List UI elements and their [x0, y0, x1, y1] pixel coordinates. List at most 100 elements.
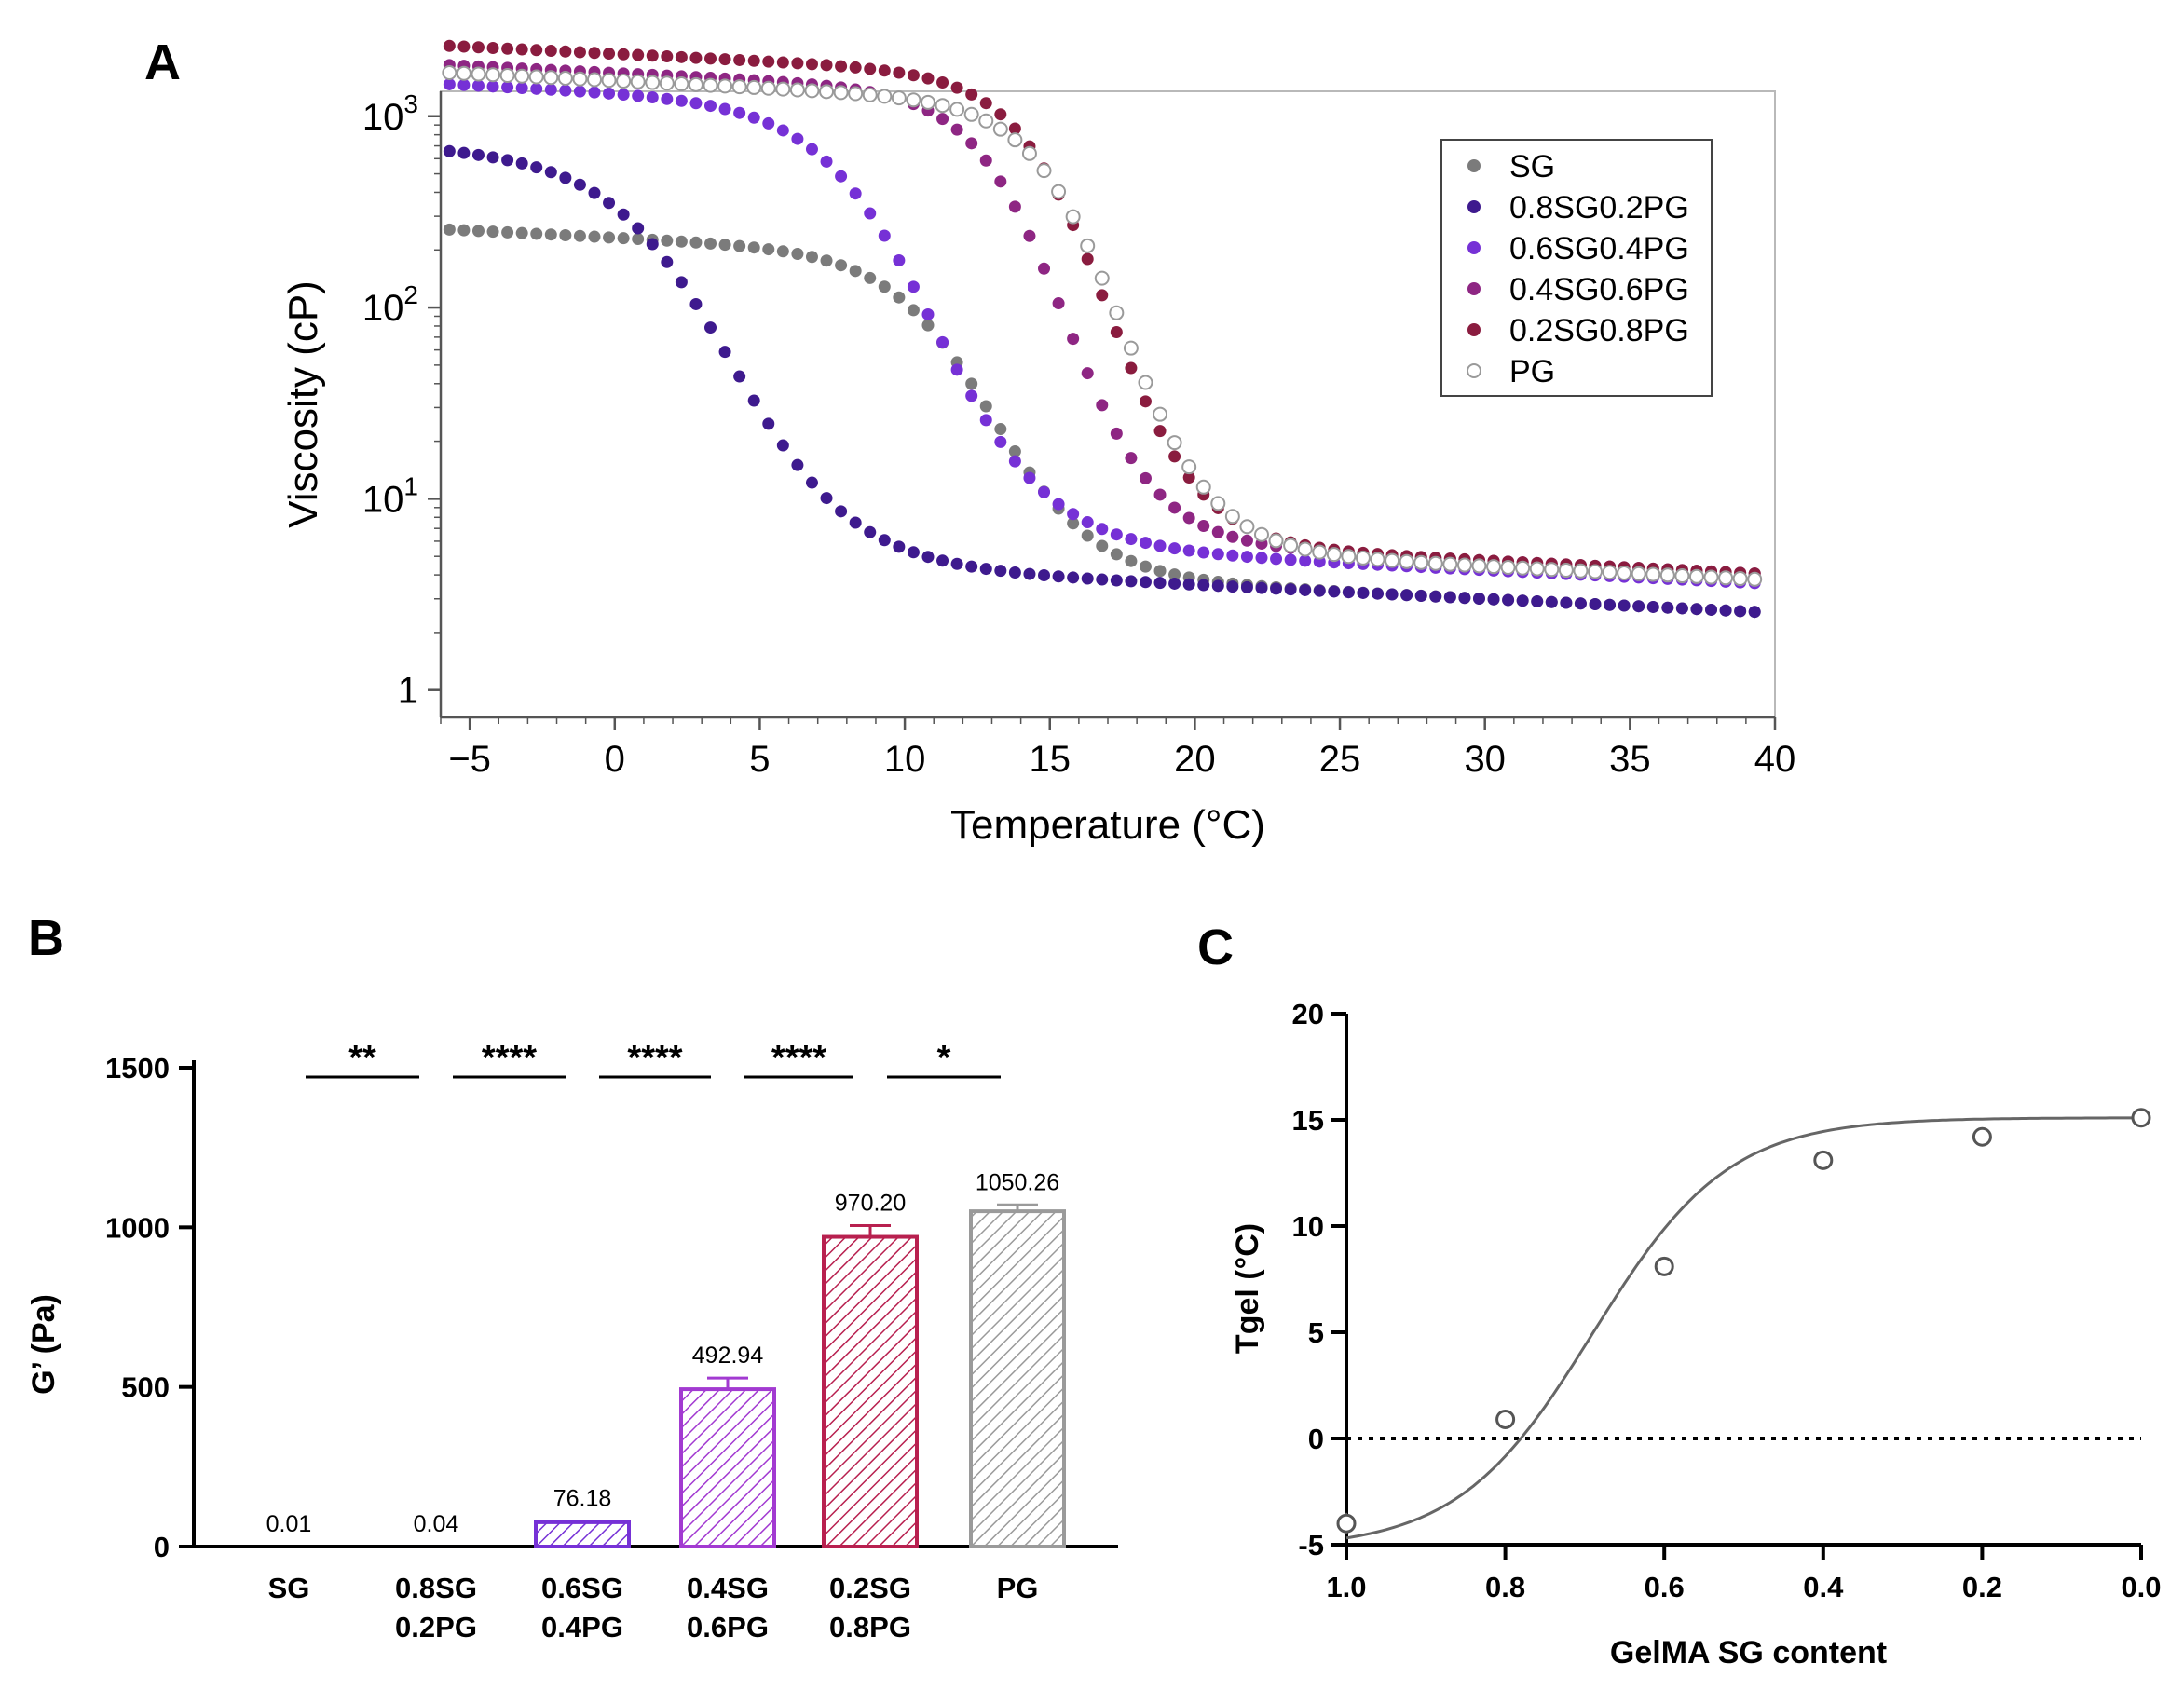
y-axis-label: G’ (Pa)	[26, 1294, 61, 1395]
data-point	[689, 297, 703, 310]
data-point	[1197, 579, 1210, 592]
data-point	[646, 90, 659, 103]
data-point	[501, 81, 514, 94]
legend-box	[1440, 139, 1713, 397]
data-point	[1413, 554, 1429, 570]
data-point	[849, 61, 862, 74]
data-point	[819, 84, 835, 100]
data-point	[1038, 568, 1051, 581]
data-point	[588, 230, 601, 243]
series-PG	[442, 65, 1763, 587]
panel-letter-c: C	[1197, 920, 1234, 975]
legend-label: 0.2SG0.8PG	[1509, 313, 1689, 348]
data-point	[891, 90, 907, 106]
data-point	[864, 271, 877, 284]
data-point	[1096, 539, 1109, 552]
data-point	[1052, 297, 1065, 310]
x-tick-label: 25	[1319, 739, 1361, 780]
data-point	[661, 92, 674, 105]
data-point	[906, 92, 921, 108]
data-point	[1545, 595, 1558, 608]
data-point	[1299, 583, 1312, 596]
data-point	[675, 50, 688, 63]
category-label: SG	[268, 1572, 310, 1604]
data-point	[1081, 252, 1094, 266]
data-point	[979, 563, 992, 576]
data-point	[878, 229, 891, 242]
data-point	[1081, 367, 1094, 380]
data-point	[733, 239, 746, 252]
data-point	[443, 77, 456, 90]
data-point	[704, 52, 717, 65]
data-point	[1007, 132, 1023, 148]
data-point	[704, 100, 717, 113]
legend: SG 0.8SG0.2PG 0.6SG0.4PG 0.4SG0.6PG 0.2SG0.8…	[1440, 139, 1713, 397]
data-point	[1138, 375, 1153, 390]
data-point	[1732, 571, 1748, 587]
data-point	[1153, 425, 1167, 438]
data-point	[689, 236, 703, 249]
y-tick-exponent: 3	[403, 89, 418, 118]
data-point	[1500, 559, 1516, 575]
x-tick-label: 35	[1609, 739, 1651, 780]
data-point	[501, 154, 514, 167]
data-point	[1139, 560, 1152, 573]
data-point	[1255, 581, 1268, 594]
y-tick-exponent: 1	[403, 471, 418, 500]
data-point	[703, 77, 718, 93]
data-point	[1456, 557, 1472, 573]
data-point	[586, 72, 602, 88]
data-point	[617, 208, 630, 221]
data-point	[833, 85, 849, 101]
data-point	[457, 78, 471, 91]
data-point	[646, 238, 659, 251]
data-point	[603, 197, 616, 210]
data-point	[486, 42, 499, 55]
data-point	[603, 87, 616, 100]
data-point	[1023, 567, 1036, 580]
data-point	[979, 154, 992, 167]
x-tick-label: −5	[448, 739, 491, 780]
data-point	[1168, 577, 1181, 590]
data-point	[1125, 533, 1138, 546]
data-point	[573, 229, 586, 242]
data-point	[1197, 519, 1210, 532]
data-point	[893, 253, 906, 266]
legend-label: 0.6SG0.4PG	[1509, 231, 1689, 266]
data-point	[1211, 525, 1224, 538]
value-label: 76.18	[553, 1486, 612, 1512]
data-point	[1153, 577, 1167, 590]
data-point	[1558, 563, 1574, 579]
data-point	[1081, 516, 1094, 529]
data-point	[1110, 326, 1123, 339]
x-tick-label: 0	[605, 739, 625, 780]
data-point	[1602, 565, 1618, 580]
data-point	[1110, 548, 1123, 561]
data-point	[864, 62, 877, 75]
data-point	[1703, 569, 1719, 585]
data-point	[1153, 406, 1168, 422]
data-point	[1355, 550, 1371, 566]
data-point	[835, 60, 848, 73]
data-point	[978, 113, 994, 129]
data-point	[1182, 578, 1195, 591]
x-axis-label: Temperature (°C)	[950, 802, 1265, 848]
data-point	[1270, 582, 1283, 595]
data-point	[950, 557, 963, 570]
data-point	[963, 106, 979, 122]
data-point	[1210, 496, 1226, 511]
data-point	[805, 58, 818, 71]
data-point	[1631, 566, 1646, 581]
data-point	[530, 82, 543, 95]
data-point	[1168, 450, 1181, 463]
y-tick-label: 0	[1308, 1423, 1324, 1455]
data-point	[1008, 566, 1021, 579]
data-point	[936, 113, 949, 126]
data-point	[573, 178, 586, 191]
data-point	[1531, 594, 1544, 607]
data-point	[1182, 544, 1195, 557]
data-point	[485, 67, 501, 83]
data-point	[920, 94, 935, 110]
data-point	[1139, 537, 1152, 550]
data-point	[1458, 592, 1471, 605]
